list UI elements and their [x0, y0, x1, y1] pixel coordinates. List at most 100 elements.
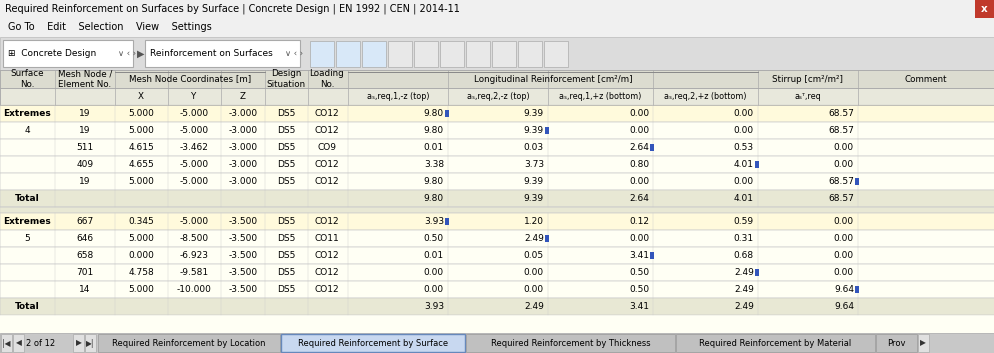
Text: aₛ,req,2,-z (top): aₛ,req,2,-z (top)	[466, 92, 529, 101]
Text: DS5: DS5	[276, 143, 295, 152]
Text: 0.00: 0.00	[833, 234, 853, 243]
Text: aₛ,req,1,-z (top): aₛ,req,1,-z (top)	[367, 92, 428, 101]
Text: 19: 19	[80, 126, 90, 135]
Bar	[649, 252, 653, 259]
Bar	[491, 41, 516, 67]
Text: -3.500: -3.500	[229, 217, 257, 226]
Text: 0.50: 0.50	[423, 234, 443, 243]
Bar	[444, 110, 448, 117]
Text: -3.500: -3.500	[229, 251, 257, 260]
Text: 68.57: 68.57	[827, 109, 853, 118]
Text: 4.01: 4.01	[734, 160, 753, 169]
Text: Required Reinforcement on Surfaces by Surface | Concrete Design | EN 1992 | CEN : Required Reinforcement on Surfaces by Su…	[5, 4, 459, 14]
Text: -5.000: -5.000	[179, 126, 209, 135]
Text: 9.80: 9.80	[423, 194, 443, 203]
Text: 3.93: 3.93	[423, 302, 443, 311]
Text: aₛ,req,1,+z (bottom): aₛ,req,1,+z (bottom)	[559, 92, 640, 101]
Text: 4.615: 4.615	[128, 143, 154, 152]
Text: 0.00: 0.00	[833, 143, 853, 152]
Text: 0.00: 0.00	[628, 177, 648, 186]
Text: 3.41: 3.41	[628, 302, 648, 311]
Text: -5.000: -5.000	[179, 177, 209, 186]
Bar	[1, 334, 12, 352]
Text: Required Reinforcement by Material: Required Reinforcement by Material	[699, 339, 851, 347]
Text: -3.000: -3.000	[229, 109, 257, 118]
Text: 511: 511	[77, 143, 93, 152]
Text: Required Reinforcement by Surface: Required Reinforcement by Surface	[297, 339, 447, 347]
Text: 68.57: 68.57	[827, 126, 853, 135]
Text: DS5: DS5	[276, 285, 295, 294]
Bar	[917, 334, 928, 352]
Text: -5.000: -5.000	[179, 217, 209, 226]
Text: CO12: CO12	[314, 109, 339, 118]
Bar	[649, 144, 653, 151]
Text: 0.53: 0.53	[734, 143, 753, 152]
Text: 5.000: 5.000	[128, 177, 154, 186]
Text: 0.00: 0.00	[833, 268, 853, 277]
Text: -8.500: -8.500	[179, 234, 209, 243]
Text: 9.39: 9.39	[524, 126, 544, 135]
Text: 2.49: 2.49	[734, 285, 753, 294]
Text: Z: Z	[240, 92, 246, 101]
Text: -6.923: -6.923	[179, 251, 209, 260]
Bar	[388, 41, 412, 67]
Text: Surface
No.: Surface No.	[10, 69, 44, 89]
Text: Extremes: Extremes	[3, 217, 51, 226]
Bar	[0, 70, 994, 88]
Text: CO9: CO9	[317, 143, 336, 152]
Text: Design
Situation: Design Situation	[266, 69, 305, 89]
Text: Comment: Comment	[904, 74, 946, 84]
Bar	[3, 40, 133, 67]
Bar	[0, 88, 994, 105]
Text: CO12: CO12	[314, 126, 339, 135]
Text: 2.49: 2.49	[524, 234, 544, 243]
Bar	[336, 41, 360, 67]
Text: -3.500: -3.500	[229, 234, 257, 243]
Bar	[675, 334, 874, 352]
Bar	[439, 41, 463, 67]
Bar	[854, 286, 858, 293]
Text: 0.00: 0.00	[833, 251, 853, 260]
Text: 2.64: 2.64	[628, 143, 648, 152]
Text: -5.000: -5.000	[179, 109, 209, 118]
Bar	[544, 41, 568, 67]
Text: |◀: |◀	[2, 339, 11, 347]
Bar	[0, 230, 994, 247]
Text: CO12: CO12	[314, 160, 339, 169]
Text: CO12: CO12	[314, 268, 339, 277]
Text: 9.80: 9.80	[423, 126, 443, 135]
Text: -3.462: -3.462	[179, 143, 208, 152]
Text: Prov: Prov	[887, 339, 905, 347]
Text: 0.01: 0.01	[423, 143, 443, 152]
Text: Mesh Node /
Element No.: Mesh Node / Element No.	[58, 69, 112, 89]
Bar	[754, 161, 758, 168]
Text: 4.758: 4.758	[128, 268, 154, 277]
Text: CO12: CO12	[314, 217, 339, 226]
Text: Total: Total	[15, 194, 40, 203]
Text: aₛᵀ,req: aₛᵀ,req	[794, 92, 821, 101]
Text: -9.581: -9.581	[179, 268, 209, 277]
Text: x: x	[980, 4, 986, 14]
Text: Y: Y	[191, 92, 197, 101]
Text: 1.20: 1.20	[524, 217, 544, 226]
Text: 19: 19	[80, 109, 90, 118]
Text: DS5: DS5	[276, 126, 295, 135]
Text: 4.01: 4.01	[734, 194, 753, 203]
Text: 0.000: 0.000	[128, 251, 154, 260]
Text: 5.000: 5.000	[128, 109, 154, 118]
Bar	[0, 37, 994, 70]
Bar	[0, 333, 994, 353]
Text: Required Reinforcement by Thickness: Required Reinforcement by Thickness	[490, 339, 650, 347]
Text: 409: 409	[77, 160, 93, 169]
Bar	[0, 122, 994, 139]
Bar	[13, 334, 24, 352]
Text: Go To    Edit    Selection    View    Settings: Go To Edit Selection View Settings	[8, 23, 212, 32]
Text: DS5: DS5	[276, 268, 295, 277]
Bar	[0, 190, 994, 207]
Text: 667: 667	[77, 217, 93, 226]
Text: -3.000: -3.000	[229, 126, 257, 135]
Text: 19: 19	[80, 177, 90, 186]
Bar	[0, 139, 994, 156]
Text: 2 of 12: 2 of 12	[26, 339, 55, 347]
Text: 0.00: 0.00	[734, 177, 753, 186]
